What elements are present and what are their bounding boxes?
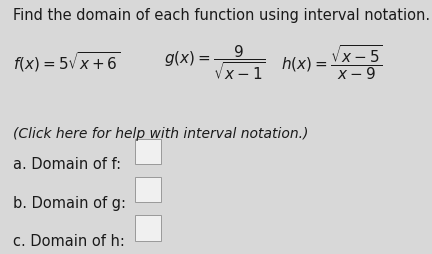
- Text: $h(x) = \dfrac{\sqrt{x-5}}{x-9}$: $h(x) = \dfrac{\sqrt{x-5}}{x-9}$: [281, 43, 383, 82]
- Text: $f(x) = 5\sqrt{x+6}$: $f(x) = 5\sqrt{x+6}$: [13, 50, 121, 74]
- FancyBboxPatch shape: [135, 139, 161, 164]
- Text: Find the domain of each function using interval notation.: Find the domain of each function using i…: [13, 8, 430, 23]
- Text: a. Domain of f:: a. Domain of f:: [13, 157, 121, 172]
- Text: (Click here for help with interval notation.): (Click here for help with interval notat…: [13, 127, 308, 141]
- Text: c. Domain of h:: c. Domain of h:: [13, 234, 125, 249]
- Text: $g(x) = \dfrac{9}{\sqrt{x-1}}$: $g(x) = \dfrac{9}{\sqrt{x-1}}$: [164, 43, 266, 82]
- FancyBboxPatch shape: [135, 215, 161, 241]
- Text: b. Domain of g:: b. Domain of g:: [13, 196, 126, 211]
- FancyBboxPatch shape: [135, 177, 161, 202]
